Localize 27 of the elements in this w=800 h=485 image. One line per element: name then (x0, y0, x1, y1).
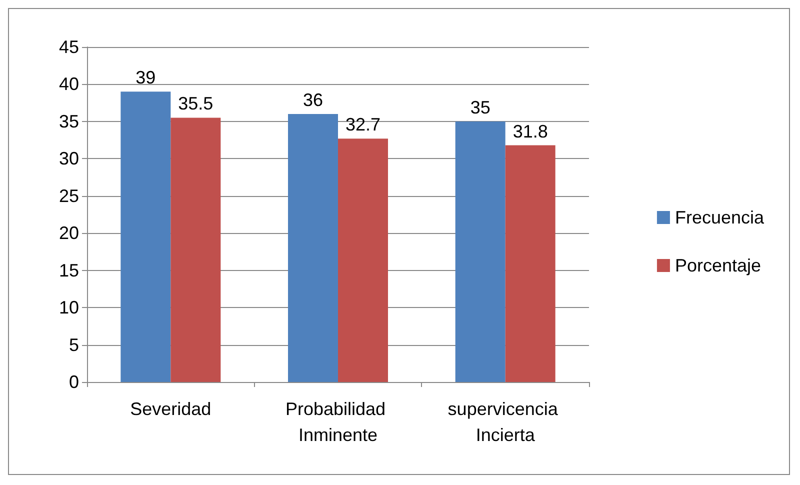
data-label: 35.5 (178, 94, 214, 114)
y-tick-label: 40 (58, 74, 79, 94)
bar (288, 114, 338, 382)
y-tick-label: 10 (58, 298, 79, 318)
y-tick-label: 5 (68, 334, 79, 355)
data-label: 36 (302, 90, 324, 110)
bar (455, 121, 506, 382)
y-tick-label: 25 (58, 186, 79, 206)
data-label: 32.7 (345, 114, 381, 135)
y-tick-label: 35 (58, 111, 79, 132)
bar (120, 92, 171, 382)
data-label: 31.8 (512, 121, 548, 142)
y-tick-label: 15 (58, 260, 79, 280)
legend-label: Frecuencia (674, 208, 765, 228)
y-tick-label: 0 (68, 372, 79, 392)
y-tick-label: 20 (58, 223, 79, 244)
y-tick-label: 45 (58, 37, 79, 57)
y-tick-label: 30 (58, 148, 79, 169)
bar (338, 138, 388, 382)
x-tick-label: Severidad (130, 399, 212, 419)
x-tick-label: Probabilidad Inminente (285, 399, 391, 445)
x-tick-label: supervicencia Incierta (448, 399, 563, 445)
legend-label: Porcentaje (674, 256, 762, 276)
data-label: 35 (470, 97, 490, 118)
data-label: 39 (136, 68, 156, 88)
bar (170, 118, 221, 382)
bar (505, 145, 556, 382)
